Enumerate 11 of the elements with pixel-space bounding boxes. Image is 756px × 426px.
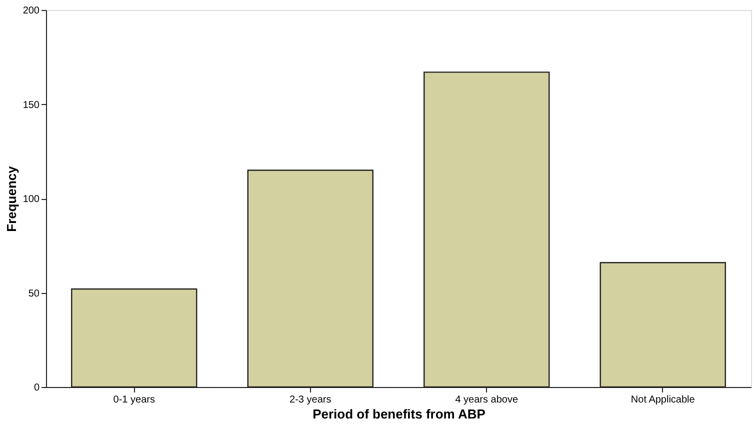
x-tick-label: 0-1 years [113, 394, 155, 406]
y-tick-label: 150 [22, 100, 40, 111]
y-axis-title: Frequency [4, 165, 19, 232]
x-tick-label: 2-3 years [290, 394, 332, 406]
y-tick-label: 200 [22, 6, 40, 16]
y-tick-label: 0 [34, 382, 40, 394]
x-tick-label: 4 years above [455, 394, 518, 406]
x-tick-label: Not Applicable [630, 394, 696, 406]
x-axis-title: Period of benefits from ABP [312, 406, 486, 422]
y-tick-label: 50 [28, 288, 40, 300]
y-tick-label: 100 [22, 194, 40, 205]
